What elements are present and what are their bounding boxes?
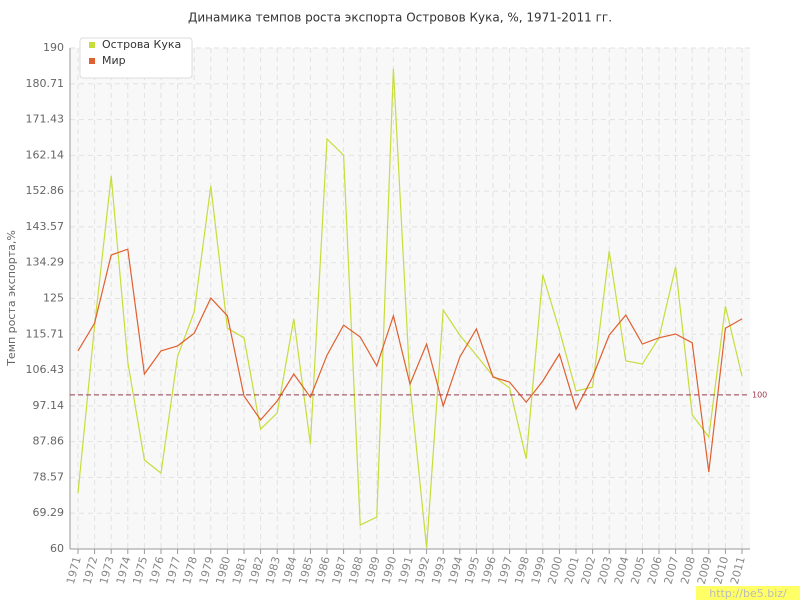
chart-title: Динамика темпов роста экспорта Островов … (188, 11, 612, 25)
y-tick-label: 125 (43, 292, 64, 305)
y-tick-label: 134.29 (26, 256, 65, 269)
y-tick-label: 143.57 (26, 220, 65, 233)
reference-label: 100 (752, 390, 767, 399)
y-tick-label: 97.14 (33, 399, 65, 412)
y-tick-label: 69.29 (33, 506, 65, 519)
y-tick-label: 152.86 (26, 184, 65, 197)
y-tick-label: 162.14 (26, 148, 65, 161)
y-tick-label: 106.43 (26, 363, 65, 376)
legend-swatch (89, 58, 95, 64)
y-tick-label: 190 (43, 41, 64, 54)
y-tick-label: 171.43 (26, 113, 65, 126)
legend-swatch (89, 42, 95, 48)
y-tick-label: 115.71 (26, 327, 65, 340)
legend-label: Острова Кука (102, 38, 181, 51)
y-tick-label: 87.86 (33, 435, 65, 448)
series-line (77, 248, 743, 472)
legend: Острова Кука Мир (79, 37, 193, 79)
y-axis-label: Темп роста экспорта,% (5, 230, 18, 367)
y-tick-label: 60 (50, 542, 64, 555)
y-tick-label: 78.57 (33, 470, 65, 483)
legend-label: Мир (102, 54, 126, 67)
watermark: http://be5.biz/ (709, 587, 787, 600)
x-tick-label: 2011 (728, 555, 748, 585)
watermark-bg (696, 586, 800, 600)
legend-box (79, 37, 193, 79)
y-tick-label: 180.71 (26, 77, 65, 90)
